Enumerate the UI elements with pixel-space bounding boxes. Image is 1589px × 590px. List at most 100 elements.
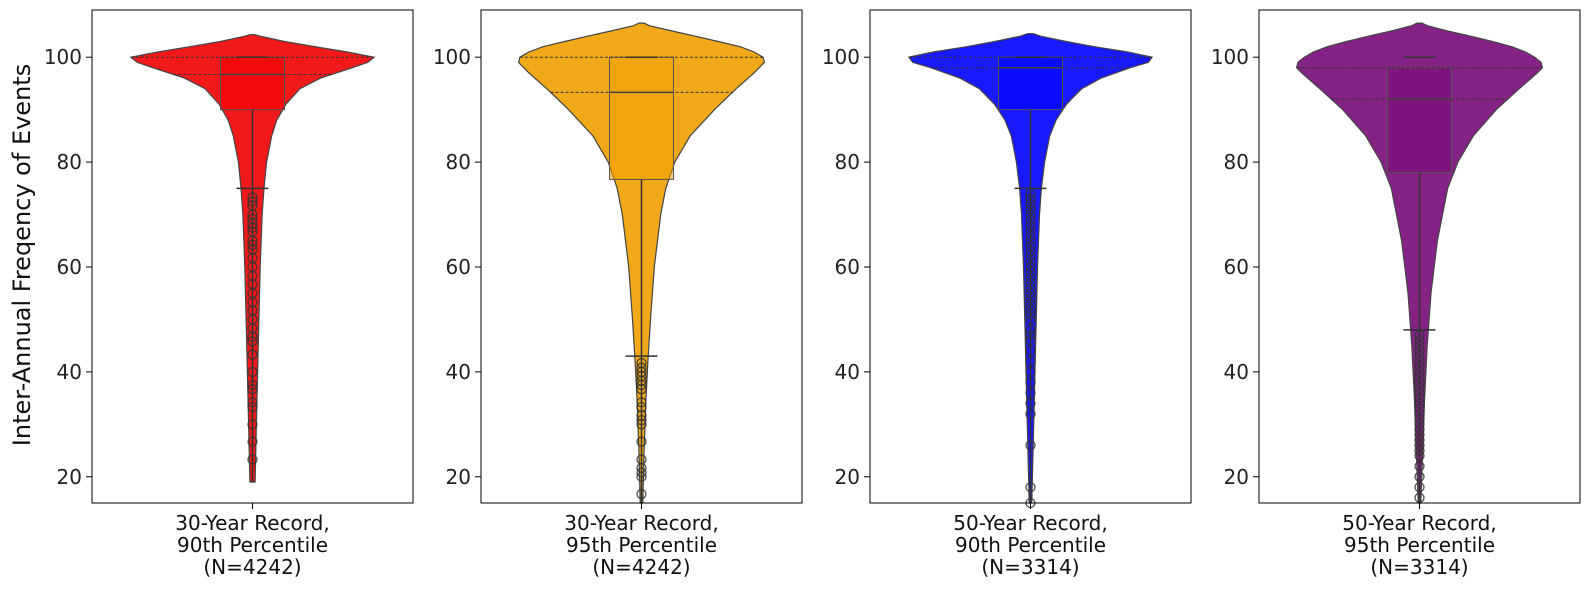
outlier-point: [1414, 387, 1425, 399]
outlier-point: [1414, 366, 1425, 378]
outlier-point: [1025, 267, 1036, 278]
outlier-point: [1414, 345, 1425, 357]
outlier-point: [1414, 461, 1425, 472]
outlier-point: [1414, 377, 1425, 388]
outlier-point: [1025, 398, 1036, 409]
outlier-point: [636, 454, 647, 465]
y-tick-label: 100: [822, 45, 860, 69]
category-label-line: 95th Percentile: [566, 533, 717, 557]
outlier-point: [247, 192, 258, 203]
category-label-line: 30-Year Record,: [564, 511, 718, 535]
y-axis-label: Inter-Annual Freqency of Events: [8, 64, 36, 446]
outlier-point: [1025, 408, 1036, 419]
outlier-point: [636, 362, 647, 373]
outlier-point: [1025, 387, 1036, 399]
outlier-point: [1414, 450, 1425, 461]
category-label-line: 50-Year Record,: [1342, 511, 1496, 535]
outlier-point: [1414, 413, 1425, 425]
outlier-point: [1025, 204, 1036, 215]
y-tick-label: 60: [446, 255, 471, 279]
outlier-point: [1025, 251, 1036, 262]
outlier-point: [1414, 434, 1425, 446]
category-label-line: (N=4242): [592, 555, 690, 579]
outlier-point: [1025, 293, 1036, 304]
outlier-point: [1025, 214, 1036, 225]
category-label-line: (N=4242): [203, 555, 301, 579]
outlier-point: [1414, 382, 1425, 393]
outlier-point: [1025, 240, 1036, 252]
category-label-line: (N=3314): [1370, 555, 1468, 579]
y-tick-label: 20: [57, 465, 82, 489]
iqr-box: [609, 56, 674, 180]
outlier-point: [1025, 345, 1036, 357]
category-label-line: 95th Percentile: [1344, 533, 1495, 557]
outlier-point: [1025, 440, 1036, 451]
outlier-point: [247, 349, 258, 360]
outlier-point: [1414, 429, 1425, 440]
category-label-line: (N=3314): [981, 555, 1079, 579]
outlier-point: [1025, 188, 1036, 199]
outlier-point: [247, 436, 258, 447]
y-tick-label: 100: [1211, 45, 1249, 69]
outlier-point: [1025, 198, 1036, 210]
outlier-point: [1414, 471, 1425, 482]
outlier-point: [636, 357, 647, 369]
outlier-point: [247, 239, 258, 251]
outlier-point: [247, 384, 258, 395]
outlier-point: [247, 213, 258, 224]
outlier-point: [1414, 361, 1425, 372]
outlier-point: [1025, 356, 1036, 367]
y-tick-label: 80: [835, 150, 860, 174]
outlier-point: [636, 436, 647, 447]
outlier-point: [247, 397, 258, 408]
y-tick-label: 100: [44, 45, 82, 69]
outlier-point: [636, 401, 647, 413]
outlier-point: [1025, 209, 1036, 220]
outlier-point: [247, 454, 258, 465]
outlier-point: [1025, 298, 1036, 309]
category-label-line: 90th Percentile: [177, 533, 328, 557]
panel-2: 20 40 60 80 100 30-Year Record,95th Percentil…: [433, 9, 803, 579]
outlier-point: [1414, 330, 1425, 341]
outlier-point: [1025, 230, 1036, 241]
y-tick-label: 80: [57, 150, 82, 174]
outlier-point: [1025, 261, 1036, 273]
y-tick-label: 20: [446, 465, 471, 489]
outlier-point: [1414, 356, 1425, 367]
outlier-point: [1025, 235, 1036, 246]
y-tick-label: 20: [835, 465, 860, 489]
outlier-point: [1025, 256, 1036, 267]
category-label-line: 90th Percentile: [955, 533, 1106, 557]
outlier-point: [636, 397, 647, 408]
outlier-point: [1414, 392, 1425, 404]
y-tick-label: 40: [1224, 360, 1249, 384]
outlier-point: [1414, 408, 1425, 419]
outlier-point: [1025, 314, 1036, 325]
y-tick-label: 20: [1224, 465, 1249, 489]
outlier-point: [1025, 225, 1036, 236]
outlier-point: [1025, 277, 1036, 288]
y-tick-label: 100: [433, 45, 471, 69]
outlier-point: [1414, 350, 1425, 362]
y-tick-label: 40: [446, 360, 471, 384]
iqr-box: [220, 56, 285, 111]
outlier-point: [247, 336, 258, 347]
y-tick-label: 80: [1224, 150, 1249, 174]
iqr-box: [1387, 67, 1452, 174]
outlier-point: [1025, 219, 1036, 231]
outlier-point: [1025, 303, 1036, 315]
panel-3: 20 40 60 80 100 50-Year Record,90th Percentil…: [822, 9, 1192, 579]
outlier-point: [1025, 366, 1036, 378]
y-tick-label: 60: [835, 255, 860, 279]
outlier-point: [1414, 419, 1425, 430]
outlier-point: [1025, 335, 1036, 346]
outlier-point: [1414, 340, 1425, 351]
outlier-point: [1025, 282, 1036, 294]
outlier-point: [1414, 398, 1425, 409]
outlier-point: [1025, 309, 1036, 320]
y-tick-label: 60: [1224, 255, 1249, 279]
category-label-line: 30-Year Record,: [175, 511, 329, 535]
outlier-point: [1414, 371, 1425, 383]
